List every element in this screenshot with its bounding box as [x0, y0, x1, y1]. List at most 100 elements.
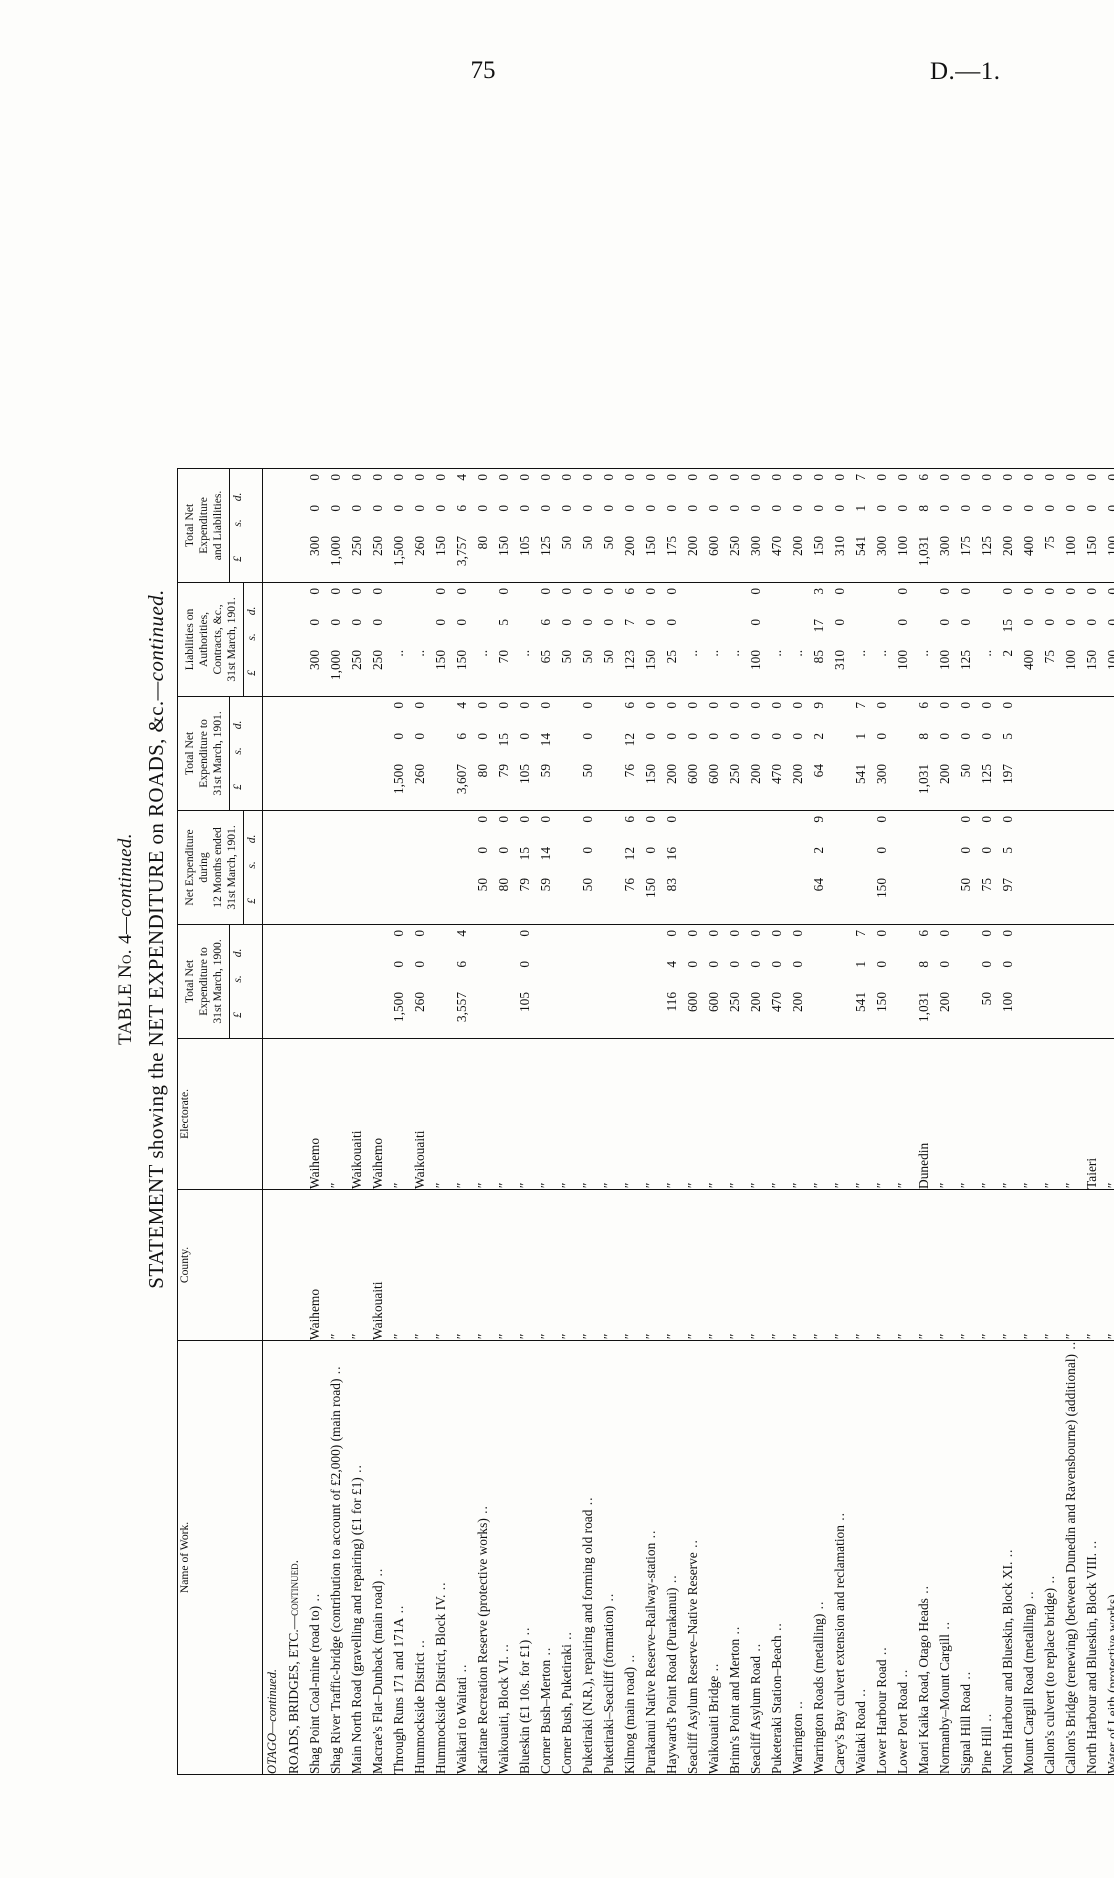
cell-grand-total-lb: 100 [1104, 535, 1114, 557]
cell-liabilities-lb: 250 [348, 649, 364, 671]
table-row[interactable]: Brinn's Point and Merton .. ″ ″ 250 0 0 250 0 0.… [724, 468, 746, 1775]
table-row[interactable]: Main North Road (gravelling and repairin… [346, 468, 368, 1775]
cell-liabilities-d: 0 [957, 587, 973, 595]
cell-electorate: ″ [493, 1038, 515, 1190]
table-row[interactable]: Waikari to Waitati .. ″ ″ 3,557 6 4 3,607 6 4 150… [451, 468, 473, 1775]
table-row[interactable]: Macrae's Flat–Dunback (main road) .. Waik… [367, 468, 389, 1775]
group-heading-section-label: ROADS, BRIDGES, ETC.—continued. [283, 1340, 305, 1775]
cell-grand-total-s: 0 [1062, 504, 1078, 512]
table-row[interactable]: Pine Hill .. ″ ″ 50 0 0 75 0 0 125 0 0.. 125 0 0 [976, 468, 998, 1775]
cell-grand-total-s: 0 [1041, 504, 1057, 512]
table-row[interactable]: Waitaki Road .. ″ ″ 541 1 7 541 1 7.. 541 1 7 [850, 468, 872, 1775]
cell-liabilities-lb: 100 [894, 649, 910, 671]
cell-grand-total-d: 0 [978, 473, 994, 481]
table-row[interactable]: Signal Hill Road .. ″ ″ 50 0 0 50 0 0 125 0 0 175 0 0 [955, 468, 977, 1775]
col-header-total-1900-label: Total Net Expenditure to 31st March, 1900. [178, 924, 230, 1038]
cell-grand-total-s: 0 [684, 504, 700, 512]
cell-grand-total-d: 0 [369, 473, 385, 481]
table-row[interactable]: Warrington Roads (metalling) .. ″ ″ 64 2 9 64 2… [808, 468, 830, 1775]
table-row[interactable]: Puketiraki (N.R.), repairing and forming… [577, 468, 599, 1775]
cell-total-1900 [619, 924, 641, 1039]
table-row[interactable]: Blueskin (£1 10s. for £1) .. ″ ″ 105 0 0 79 15 0… [514, 468, 536, 1775]
cell-total-1900 [640, 924, 662, 1039]
cell-electorate: ″ [808, 1038, 830, 1190]
cell-electorate: ″ [1102, 1038, 1114, 1190]
cell-electorate: ″ [514, 1038, 536, 1190]
table-row[interactable]: Waikouaiti, Block VI. .. ″ ″ 80 0 0 79 15 0 70 5 0 1… [493, 468, 515, 1775]
cell-total-1900-s: 0 [726, 960, 742, 968]
table-row[interactable]: Waikouaiti Bridge .. ″ ″ 600 0 0 600 0 0.. 600 0 0 [703, 468, 725, 1775]
cell-grand-total-s: 0 [348, 504, 364, 512]
cell-liabilities: 2 15 0 [997, 582, 1019, 697]
cell-liabilities-s [473, 614, 493, 645]
cell-liabilities-s: 0 [747, 618, 763, 626]
cell-name-of-work: Kilmog (main road) .. [619, 1340, 641, 1775]
cell-net-12-months-lb: 64 [810, 877, 826, 892]
table-row[interactable]: North Harbour and Blueskin, Block XI. ..… [997, 468, 1019, 1775]
cell-total-1901-s: 0 [390, 732, 406, 740]
cell-liabilities-s: 0 [600, 618, 616, 626]
cell-net-12-months-lb: 75 [978, 877, 994, 892]
table-row[interactable]: North Harbour and Blueskin, Block VIII. … [1081, 468, 1103, 1775]
table-row[interactable]: Callon's Bridge (renewing) (between Dune… [1060, 468, 1082, 1775]
cell-liabilities-s: 0 [369, 618, 385, 626]
table-row[interactable]: Hayward's Point Road (Purakanui) .. ″ ″ 116… [661, 468, 683, 1775]
table-row[interactable]: Water of Leith (protective works) ..″″10… [1102, 468, 1114, 1775]
cell-total-1901-s: 0 [789, 732, 805, 740]
table-row[interactable]: Seacliff Asylum Road .. ″ ″ 200 0 0 200 0 0 100 0 0… [745, 468, 767, 1775]
table-row[interactable]: Lower Harbour Road .. ″ ″ 150 0 0 150 0 0 300 0 0..… [871, 468, 893, 1775]
cell-total-1900-s: 0 [411, 960, 427, 968]
cell-net-12-months-d: 0 [978, 815, 994, 823]
cell-total-1901-s: 5 [999, 732, 1015, 740]
table-row[interactable]: Shag River Traffic-bridge (contribution … [325, 468, 347, 1775]
cell-grand-total-lb: 175 [663, 535, 679, 557]
cell-grand-total: 200 0 0 [682, 468, 704, 583]
cell-grand-total: 150 0 0 [430, 468, 452, 583]
table-row[interactable]: Kilmog (main road) .. ″ ″ 76 12 6 76 12 6 123 7 6 20… [619, 468, 641, 1775]
cell-grand-total-d: 0 [495, 473, 511, 481]
table-row[interactable]: Shag Point Coal-mine (road to) .. Waihemo… [304, 468, 326, 1775]
cell-total-1900-lb: 200 [936, 991, 952, 1013]
cell-liabilities: 123 7 6 [619, 582, 641, 697]
cell-grand-total: 1,031 8 6 [913, 468, 935, 583]
cell-net-12-months [724, 810, 746, 925]
table-row[interactable]: Puketeraki Station–Beach .. ″ ″ 470 0 0 470 0 0.… [766, 468, 788, 1775]
table-row[interactable]: Purakanui Native Reserve–Railway-station… [640, 468, 662, 1775]
table-row[interactable]: Hummockside District, Block IV. .. ″ ″ 150 0… [430, 468, 452, 1775]
cell-name-of-work: Brinn's Point and Merton .. [724, 1340, 746, 1775]
cell-grand-total: 175 0 0 [955, 468, 977, 583]
table-row[interactable]: Warrington .. ″ ″ 200 0 0 200 0 0.. 200 0 0 [787, 468, 809, 1775]
cell-liabilities-lb: 310 [831, 649, 847, 671]
group-heading-region-blank-total [262, 468, 284, 583]
cell-county: ″ [1060, 1189, 1082, 1341]
cell-electorate: ″ [1039, 1038, 1061, 1190]
table-row[interactable]: Normanby–Mount Cargill .. ″ ″ 200 0 0 200 0 0 100… [934, 468, 956, 1775]
cell-liabilities-s [914, 614, 934, 645]
cell-total-1901-d: 0 [747, 701, 763, 709]
cell-net-12-months-lb: 50 [957, 877, 973, 892]
table-row[interactable]: Corner Bush–Merton .. ″ ″ 59 14 0 59 14 0 65 6 0 125… [535, 468, 557, 1775]
table-row[interactable]: Lower Port Road .. ″ ″ 100 0 0 100 0 0 [892, 468, 914, 1775]
table-row[interactable]: Callon's culvert (to replace bridge) .. ″… [1039, 468, 1061, 1775]
cell-name-of-work: North Harbour and Blueskin, Block VIII. … [1081, 1340, 1103, 1775]
table-row[interactable]: Puketiraki–Seacliff (formation) .. ″ ″ 50 0 0… [598, 468, 620, 1775]
table-row[interactable]: Mount Cargill Road (metalling) .. ″ ″ 400 0 0… [1018, 468, 1040, 1775]
table-row[interactable]: Hummockside District .. ″ Waikouaiti 260 0 0 2… [409, 468, 431, 1775]
cell-total-1900-d: 0 [768, 929, 784, 937]
cell-electorate: ″ [325, 1038, 347, 1190]
table-row[interactable]: Corner Bush, Puketiraki .. ″ ″ 50 0 0 50 0 0 [556, 468, 578, 1775]
table-row[interactable]: Through Runs 171 and 171A .. ″ ″ 1,500 0 0 1,5… [388, 468, 410, 1775]
table-row[interactable]: Maori Kaika Road, Otago Heads .. ″ Dunedin… [913, 468, 935, 1775]
work-name: Waitaki Road [852, 1701, 868, 1774]
cell-electorate: ″ [997, 1038, 1019, 1190]
cell-electorate: ″ [472, 1038, 494, 1190]
table-row[interactable]: Seacliff Asylum Reserve–Native Reserve .… [682, 468, 704, 1775]
cell-liabilities-s: 15 [999, 618, 1015, 633]
table-row[interactable]: Carey's Bay culvert extension and reclam… [829, 468, 851, 1775]
table-row[interactable]: Karitane Recreation Reserve (protective … [472, 468, 494, 1775]
cell-total-1901: 76 12 6 [619, 696, 641, 811]
leader-dots: .. [705, 1662, 721, 1676]
cell-name-of-work: Hayward's Point Road (Purakanui) .. [661, 1340, 683, 1775]
cell-grand-total-lb: 400 [1020, 535, 1036, 557]
cell-total-1900 [367, 924, 389, 1039]
